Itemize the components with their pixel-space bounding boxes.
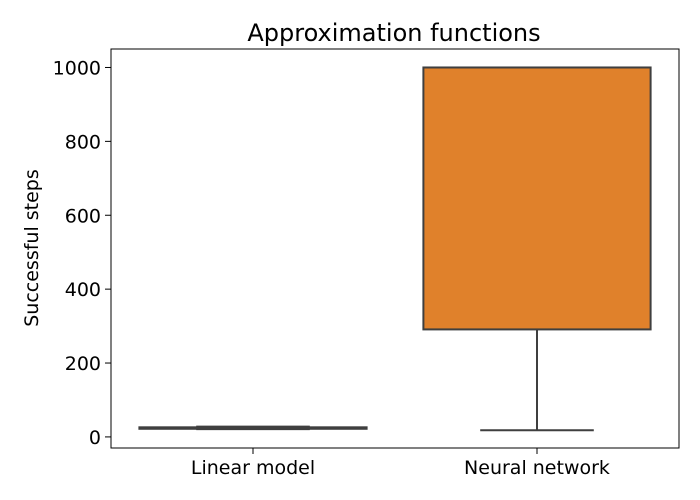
box-neural-network bbox=[422, 66, 652, 331]
plot-area: 0 200 400 600 800 1000 Linear model Neural netw… bbox=[53, 48, 680, 479]
y-axis-label: Successful steps bbox=[21, 169, 43, 327]
y-tick-label: 800 bbox=[65, 131, 101, 153]
x-tick-label: Neural network bbox=[464, 457, 610, 479]
y-tick-label: 200 bbox=[65, 353, 101, 375]
chart-title: Approximation functions bbox=[247, 19, 540, 47]
y-tick-label: 1000 bbox=[53, 57, 101, 79]
y-tick-label: 600 bbox=[65, 205, 101, 227]
y-tick-label: 400 bbox=[65, 279, 101, 301]
x-tick-label: Linear model bbox=[191, 457, 315, 479]
axes-frame bbox=[110, 48, 680, 449]
y-tick-label: 0 bbox=[89, 427, 101, 449]
